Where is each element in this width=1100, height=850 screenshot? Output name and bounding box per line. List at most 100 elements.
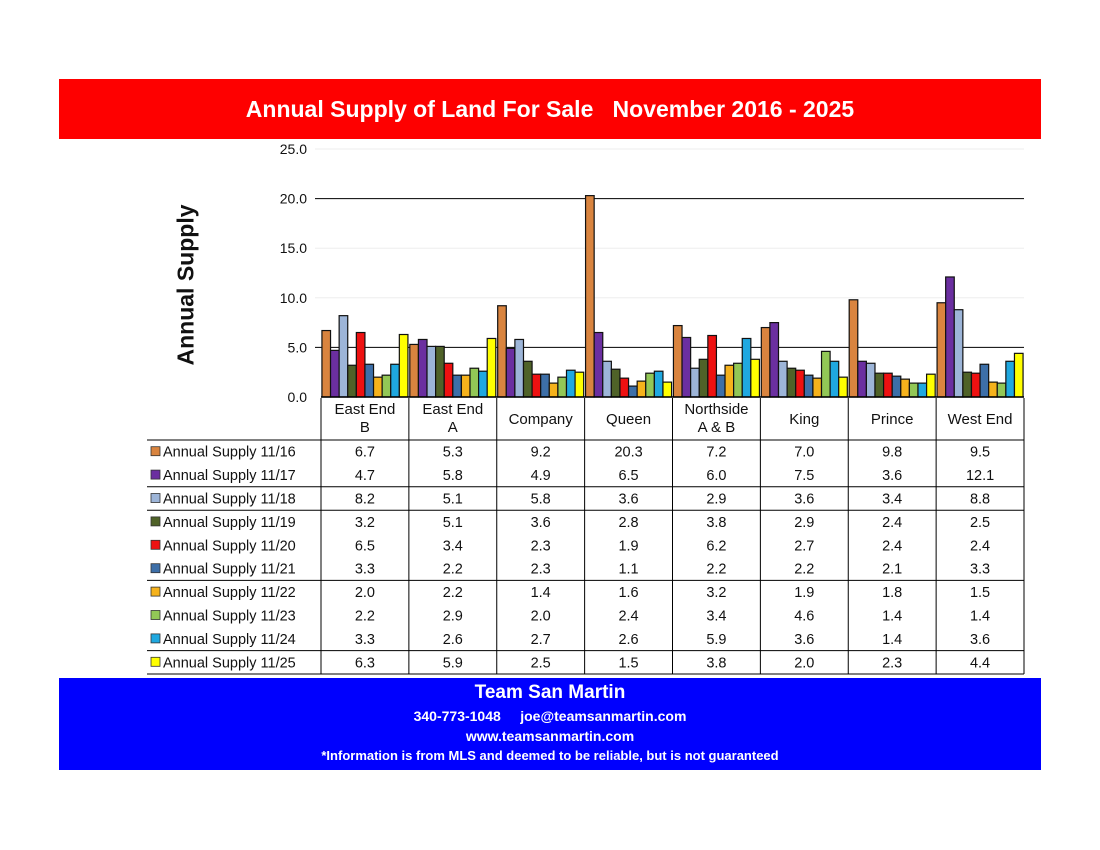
legend-swatch bbox=[150, 446, 161, 457]
bar bbox=[435, 345, 445, 398]
table-cell-value: 5.8 bbox=[531, 492, 551, 508]
legend-label: Annual Supply 11/20 bbox=[163, 538, 296, 554]
y-tick-label: 0.0 bbox=[288, 389, 308, 405]
table-cell-value: 2.3 bbox=[882, 655, 902, 671]
table-cell-value: 2.8 bbox=[618, 515, 638, 531]
bar bbox=[602, 360, 612, 398]
table-cell-value: 7.5 bbox=[794, 468, 814, 484]
table-cell-value: 5.9 bbox=[443, 655, 463, 671]
legend-label: Annual Supply 11/17 bbox=[163, 468, 296, 484]
bar bbox=[698, 358, 709, 398]
table-cell-value: 6.2 bbox=[706, 538, 726, 554]
website-link[interactable]: www.teamsanmartin.com bbox=[465, 728, 635, 744]
table-cell-value: 2.6 bbox=[443, 632, 463, 648]
bar bbox=[979, 363, 990, 398]
table-cell-value: 2.0 bbox=[531, 609, 551, 625]
team-name: Team San Martin bbox=[474, 682, 626, 703]
y-tick-label: 20.0 bbox=[280, 191, 307, 207]
bar bbox=[908, 382, 919, 398]
table-cell-value: 2.3 bbox=[531, 562, 551, 578]
table-cell-value: 3.3 bbox=[970, 562, 990, 578]
bar bbox=[574, 371, 585, 398]
table-cell-value: 3.3 bbox=[355, 632, 375, 648]
bar bbox=[750, 358, 761, 398]
table-cell-value: 3.4 bbox=[706, 609, 726, 625]
legend-label: Annual Supply 11/25 bbox=[163, 655, 296, 671]
bar bbox=[1013, 352, 1024, 398]
footer: Team San Martin 340-773-1048 joe@teamsan… bbox=[59, 678, 1041, 770]
table-cell-value: 3.6 bbox=[794, 492, 814, 508]
bar bbox=[443, 362, 454, 398]
bar bbox=[741, 337, 752, 398]
bar bbox=[848, 299, 859, 398]
bar bbox=[715, 374, 726, 398]
table-cell-value: 1.4 bbox=[882, 632, 902, 648]
table-cell-value: 8.2 bbox=[355, 492, 375, 508]
bar bbox=[803, 374, 814, 398]
bar bbox=[988, 381, 998, 398]
table-cell-value: 4.7 bbox=[355, 468, 375, 484]
legend-label: Annual Supply 11/19 bbox=[163, 515, 296, 531]
bar bbox=[329, 349, 340, 398]
table-cell-value: 1.8 bbox=[882, 585, 902, 601]
table-cell-value: 6.7 bbox=[355, 445, 375, 461]
table-cell-value: 5.9 bbox=[706, 632, 726, 648]
bar bbox=[548, 382, 559, 398]
y-tick-label: 15.0 bbox=[280, 240, 307, 256]
bar bbox=[321, 329, 332, 398]
table-cell-value: 1.4 bbox=[970, 609, 990, 625]
legend-swatch bbox=[150, 469, 161, 480]
bar bbox=[381, 374, 392, 398]
bar bbox=[338, 315, 349, 398]
legend-swatch bbox=[150, 563, 161, 574]
table-cell-value: 3.6 bbox=[794, 632, 814, 648]
bar bbox=[514, 338, 525, 398]
bar bbox=[838, 376, 848, 398]
bar bbox=[690, 367, 700, 398]
table-cell-value: 3.2 bbox=[706, 585, 726, 601]
table-cell-value: 3.8 bbox=[706, 515, 726, 531]
legend-label: Annual Supply 11/21 bbox=[163, 562, 296, 578]
table-cell-value: 7.0 bbox=[794, 445, 814, 461]
bar bbox=[672, 324, 683, 398]
table-cell-value: 4.9 bbox=[531, 468, 551, 484]
bar bbox=[452, 374, 463, 398]
bar bbox=[398, 333, 409, 398]
table-cell-value: 2.7 bbox=[794, 538, 814, 554]
table-cell-value: 2.0 bbox=[355, 585, 375, 601]
table-cell-value: 7.2 bbox=[706, 445, 726, 461]
table-cell-value: 20.3 bbox=[614, 445, 642, 461]
legend-swatch bbox=[150, 493, 161, 503]
table-cell-value: 2.0 bbox=[794, 655, 814, 671]
bar bbox=[917, 382, 928, 398]
y-tick-label: 5.0 bbox=[288, 339, 308, 355]
bar bbox=[355, 331, 366, 398]
y-tick-label: 25.0 bbox=[280, 141, 307, 157]
bar bbox=[874, 372, 885, 398]
table-cell-value: 1.9 bbox=[794, 585, 814, 601]
bar bbox=[662, 381, 673, 398]
bar bbox=[962, 371, 973, 398]
table-cell-value: 1.6 bbox=[618, 585, 638, 601]
bar bbox=[469, 367, 480, 398]
table-cell-value: 3.6 bbox=[618, 492, 638, 508]
legend-label: Annual Supply 11/22 bbox=[163, 585, 296, 601]
bar bbox=[786, 367, 797, 398]
table-cell-value: 2.9 bbox=[706, 492, 726, 508]
table-cell-value: 2.6 bbox=[618, 632, 638, 648]
category-label: Northside A & B bbox=[684, 401, 748, 436]
table-cell-value: 2.2 bbox=[706, 562, 726, 578]
table-cell-value: 6.0 bbox=[706, 468, 726, 484]
bar bbox=[645, 372, 655, 398]
bar bbox=[417, 338, 428, 398]
bar bbox=[372, 376, 383, 398]
bar bbox=[653, 370, 664, 398]
table-cell-value: 3.4 bbox=[882, 492, 902, 508]
table-cell-value: 5.1 bbox=[443, 492, 463, 508]
table-cell-value: 2.2 bbox=[443, 585, 463, 601]
bar bbox=[953, 309, 964, 398]
table-cell-value: 3.3 bbox=[355, 562, 375, 578]
bar bbox=[970, 372, 981, 398]
table-cell-value: 3.6 bbox=[970, 632, 990, 648]
